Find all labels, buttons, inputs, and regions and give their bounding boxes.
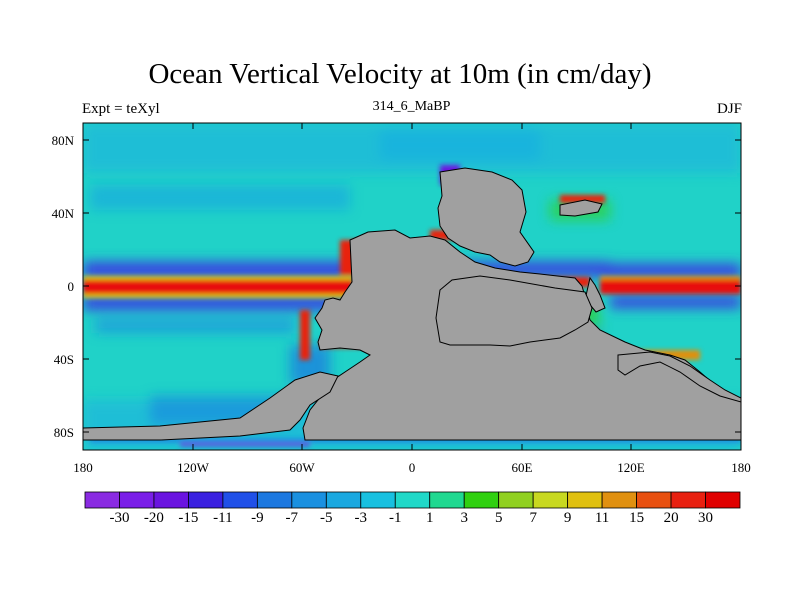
colorbar-swatch [532,491,569,509]
y-tick-label: 80S [53,425,74,440]
colorbar-label: 7 [529,510,537,526]
season-label: DJF [716,101,742,117]
colorbar-label: 9 [563,510,572,526]
x-tick-label: 60E [511,460,533,475]
tick-marks [82,123,742,450]
colorbar-label: -9 [251,510,264,526]
colorbar-swatch [498,491,534,509]
colorbar-swatch [256,491,293,509]
colorbar-label: -3 [354,510,368,526]
western-strip [82,371,339,441]
colorbar-label: 20 [663,510,679,526]
time-label: 314_6_MaBP [372,99,451,114]
colorbar-label: -15 [178,510,199,526]
colorbar-label: -11 [213,510,233,526]
colorbar-swatch [153,491,189,509]
colorbar-swatch [567,491,603,509]
x-tick-label: 180 [73,460,93,475]
southern-continent [435,275,593,347]
y-tick-label: 80N [51,133,74,148]
eastern-island [559,199,603,217]
x-tick-label: 180 [731,460,751,475]
y-tick-label: 0 [67,279,75,294]
colorbar-label: -7 [285,510,299,526]
colorbar-label: 3 [460,510,468,526]
x-tick-label: 120E [617,460,645,475]
colorbar-swatch [636,491,672,509]
colorbar-label: 15 [629,510,645,526]
colorbar-label: 5 [494,510,503,526]
colorbar-swatch [429,491,465,509]
colorbar-swatch [601,491,637,509]
colorbar-swatch [670,491,706,509]
colorbar-swatch [325,491,362,509]
map-title: Ocean Vertical Velocity at 10m (in cm/da… [148,58,652,90]
colorbar-label: -20 [143,510,164,526]
colorbar-label: 11 [594,510,610,526]
colorbar-label: -30 [109,510,130,526]
x-tick-label: 120W [177,460,209,475]
colorbar-swatch [394,491,431,509]
colorbar-swatch [222,491,258,509]
landmasses [82,167,742,441]
colorbar-swatch [188,491,224,509]
colorbar-swatch [119,491,155,509]
colorbar [84,491,741,509]
x-tick-label: 60W [289,460,315,475]
y-tick-label: 40N [51,206,74,221]
colorbar-label: 30 [698,510,713,526]
y-tick-label: 40S [53,352,74,367]
colorbar-swatch [291,491,327,509]
x-tick-label: 0 [408,460,416,475]
colorbar-label: -5 [320,510,333,526]
colorbar-swatch [84,491,120,509]
colorbar-swatch [463,491,500,509]
northern-continent [437,167,535,267]
east-coast-island [617,351,742,403]
experiment-label: Expt = teXyl [82,101,160,117]
colorbar-label: -1 [389,510,402,526]
colorbar-swatch [360,491,396,509]
colorbar-swatch [705,491,741,509]
colorbar-label: 1 [425,510,434,526]
